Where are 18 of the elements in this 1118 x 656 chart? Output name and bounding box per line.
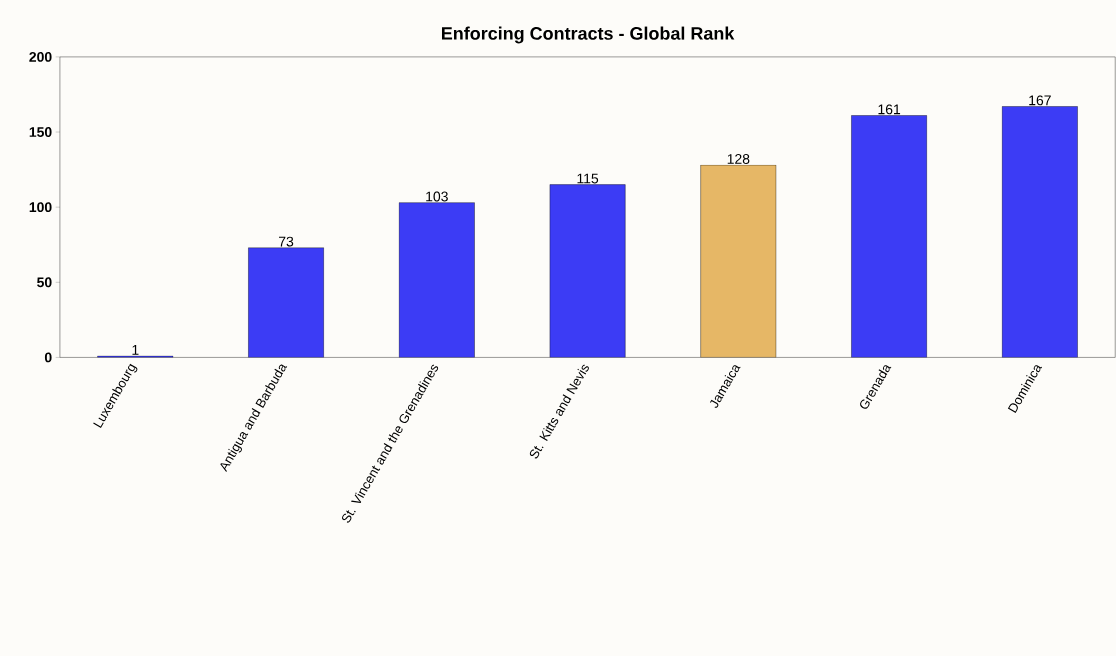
y-tick-label: 150: [29, 127, 52, 138]
y-tick-label: 200: [29, 51, 52, 62]
data-label: 103: [426, 191, 448, 202]
data-label: 167: [1029, 95, 1051, 106]
data-label: 73: [279, 236, 294, 247]
data-label: 128: [727, 154, 750, 164]
data-label: 115: [577, 173, 599, 184]
bar: [700, 164, 777, 358]
bar: [851, 115, 927, 358]
bar: [398, 202, 475, 358]
chart-title: Enforcing Contracts - Global Rank: [441, 26, 735, 44]
bar: [549, 184, 626, 358]
bar: [1001, 106, 1078, 358]
y-tick-label: 100: [29, 202, 52, 213]
y-tick-label: 50: [37, 277, 52, 288]
data-label: 161: [878, 104, 901, 115]
data-label: 1: [132, 345, 139, 355]
y-tick-label: 0: [44, 352, 52, 363]
